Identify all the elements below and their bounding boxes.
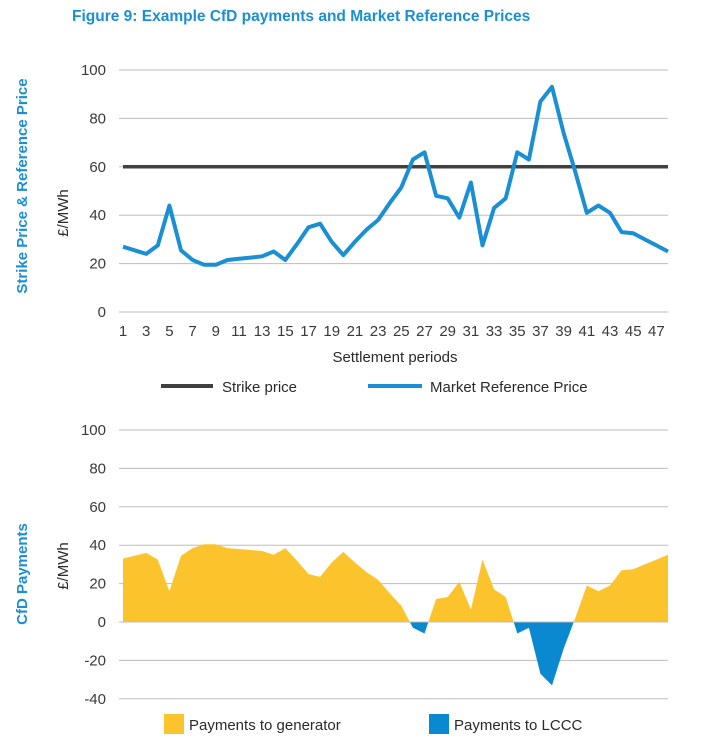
top-x-tick-label: 41 xyxy=(578,323,595,340)
top-x-tick-label: 15 xyxy=(277,323,294,340)
top-x-tick-label: 45 xyxy=(625,323,642,340)
top-x-tick-label: 17 xyxy=(300,323,317,340)
bottom-chart-y-axis-label: £/MWh xyxy=(55,542,72,590)
top-x-tick-label: 27 xyxy=(416,323,433,340)
legend-label-payments-to-lccc: Payments to LCCC xyxy=(454,717,583,734)
top-x-tick-label: 37 xyxy=(532,323,549,340)
bottom-y-tick-label: 20 xyxy=(89,576,106,593)
top-y-tick-label: 0 xyxy=(98,304,106,321)
legend-label-payments-to-generator: Payments to generator xyxy=(189,717,341,734)
top-y-tick-label: 100 xyxy=(81,62,106,79)
legend-label-market-reference-price: Market Reference Price xyxy=(430,379,588,396)
top-x-tick-label: 13 xyxy=(254,323,271,340)
legend-swatch-payments-to-lccc xyxy=(429,714,449,734)
bottom-y-tick-label: 40 xyxy=(89,537,106,554)
top-x-tick-label: 23 xyxy=(370,323,387,340)
top-y-tick-label: 80 xyxy=(89,110,106,127)
top-x-tick-label: 21 xyxy=(347,323,364,340)
bottom-chart-y-ticks: -40 -20 0 20 40 60 80 100 xyxy=(81,422,106,708)
top-x-tick-label: 9 xyxy=(212,323,220,340)
top-x-tick-label: 7 xyxy=(188,323,196,340)
top-chart-series xyxy=(122,84,669,267)
legend-swatch-payments-to-generator xyxy=(164,714,184,734)
top-chart-x-ticks: 1 3 5 7 9 11 13 15 17 19 21 23 25 27 29 31 33 35 37 39 41 43 4… xyxy=(119,323,665,340)
top-x-tick-label: 35 xyxy=(509,323,526,340)
top-x-tick-label: 11 xyxy=(231,323,247,340)
top-y-tick-label: 60 xyxy=(89,159,106,176)
payments-to-lccc-area xyxy=(123,622,668,686)
top-x-tick-label: 19 xyxy=(323,323,340,340)
top-x-tick-label: 5 xyxy=(165,323,173,340)
top-x-tick-label: 31 xyxy=(463,323,480,340)
top-x-tick-label: 3 xyxy=(142,323,150,340)
top-x-tick-label: 33 xyxy=(486,323,503,340)
bottom-chart-series xyxy=(119,544,668,686)
bottom-y-tick-label: -20 xyxy=(84,652,106,669)
top-chart-gridlines xyxy=(119,69,668,313)
payments-to-generator-area xyxy=(123,544,668,622)
top-x-tick-label: 25 xyxy=(393,323,410,340)
bottom-y-tick-label: 60 xyxy=(89,499,106,516)
figure-title: Figure 9: Example CfD payments and Marke… xyxy=(72,8,531,25)
top-chart-x-axis-label: Settlement periods xyxy=(332,349,457,366)
top-y-tick-label: 20 xyxy=(89,256,106,273)
bottom-chart-side-label: CfD Payments xyxy=(14,523,31,625)
top-x-tick-label: 39 xyxy=(555,323,572,340)
top-y-tick-label: 40 xyxy=(89,207,106,224)
market-reference-price-line xyxy=(122,84,669,267)
top-chart-side-label: Strike Price & Reference Price xyxy=(14,78,31,293)
top-x-tick-label: 1 xyxy=(119,323,127,340)
bottom-y-tick-label: 0 xyxy=(98,614,106,631)
bottom-y-tick-label: 100 xyxy=(81,422,106,439)
bottom-y-tick-label: 80 xyxy=(89,460,106,477)
bottom-y-tick-label: -40 xyxy=(84,691,106,708)
legend-label-strike-price: Strike price xyxy=(222,379,297,396)
top-x-tick-label: 43 xyxy=(602,323,619,340)
top-chart-y-axis-label: £/MWh xyxy=(55,189,72,237)
top-chart-y-ticks: 0 20 40 60 80 100 xyxy=(81,62,106,321)
top-x-tick-label: 47 xyxy=(648,323,665,340)
top-x-tick-label: 29 xyxy=(439,323,456,340)
